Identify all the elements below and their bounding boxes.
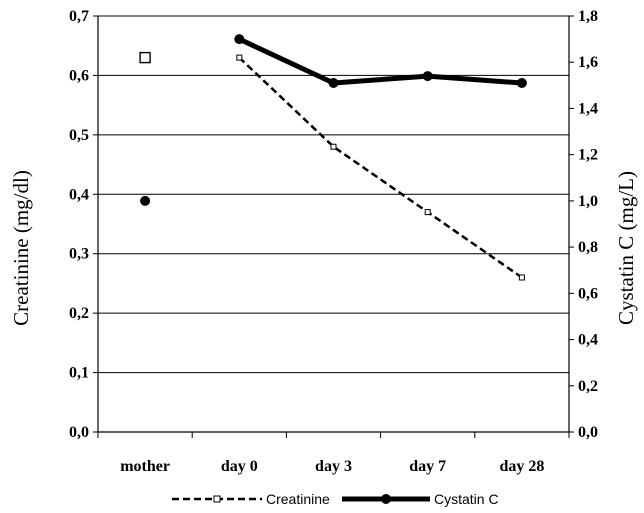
cystatin-c-point — [140, 195, 151, 206]
left-tick-label: 0,4 — [69, 186, 89, 203]
cystatin-c-point — [422, 71, 433, 82]
left-tick-label: 0,6 — [69, 67, 89, 84]
creatinine-point — [424, 209, 431, 216]
right-tick-label: 0,6 — [578, 285, 598, 302]
right-tick-label: 0,0 — [578, 424, 598, 441]
x-tick-label: day 28 — [499, 458, 544, 475]
right-tick-label: 1,2 — [578, 147, 598, 164]
creatinine-point — [139, 51, 151, 64]
x-tick-label: day 3 — [315, 458, 352, 475]
x-tick-label: day 7 — [409, 458, 446, 475]
left-tick-label: 0,3 — [69, 246, 89, 263]
right-tick-label: 1,0 — [578, 193, 598, 210]
right-axis-ticks: 0,0 0,2 0,4 0,6 0,8 1,0 1,2 1,4 1,6 1,8 — [569, 8, 598, 441]
creatinine-line — [238, 56, 523, 279]
right-tick-label: 0,4 — [578, 332, 598, 349]
legend-cystatin-label: Cystatin C — [434, 491, 499, 507]
right-tick-label: 0,8 — [578, 239, 598, 256]
legend: Creatinine Cystatin C — [172, 491, 499, 507]
x-tick-label: mother — [120, 458, 170, 475]
cystatin-c-point — [516, 78, 527, 89]
left-axis-title: Creatinine (mg/dl) — [9, 170, 33, 326]
legend-creatinine-marker — [213, 495, 221, 503]
cystatin-c-point — [328, 78, 339, 89]
series-markers — [139, 34, 527, 281]
gridlines — [98, 15, 569, 374]
creatinine-point — [518, 274, 525, 281]
x-axis-ticks: mother day 0 day 3 day 7 day 28 — [97, 432, 570, 475]
right-tick-label: 1,8 — [578, 8, 598, 25]
x-tick-label: day 0 — [221, 458, 258, 475]
cystatin-c-line — [238, 36, 523, 86]
left-tick-label: 0,7 — [69, 8, 89, 25]
left-axis-ticks: 0,0 0,1 0,2 0,3 0,4 0,5 0,6 0,7 — [69, 8, 98, 441]
left-tick-label: 0,0 — [69, 424, 89, 441]
right-tick-label: 1,6 — [578, 54, 598, 71]
left-tick-label: 0,1 — [69, 365, 89, 382]
creatinine-point — [330, 143, 337, 150]
right-tick-label: 1,4 — [578, 100, 598, 117]
axes — [97, 16, 570, 433]
creatinine-point — [236, 54, 243, 61]
series-lines — [238, 36, 523, 279]
right-axis-title: Cystatin C (mg/L) — [614, 171, 638, 325]
legend-creatinine-label: Creatinine — [266, 491, 330, 507]
left-tick-label: 0,5 — [69, 127, 89, 144]
cystatin-c-point — [234, 34, 245, 45]
right-tick-label: 0,2 — [578, 378, 598, 395]
legend-cystatin-marker — [381, 494, 391, 504]
left-tick-label: 0,2 — [69, 305, 89, 322]
